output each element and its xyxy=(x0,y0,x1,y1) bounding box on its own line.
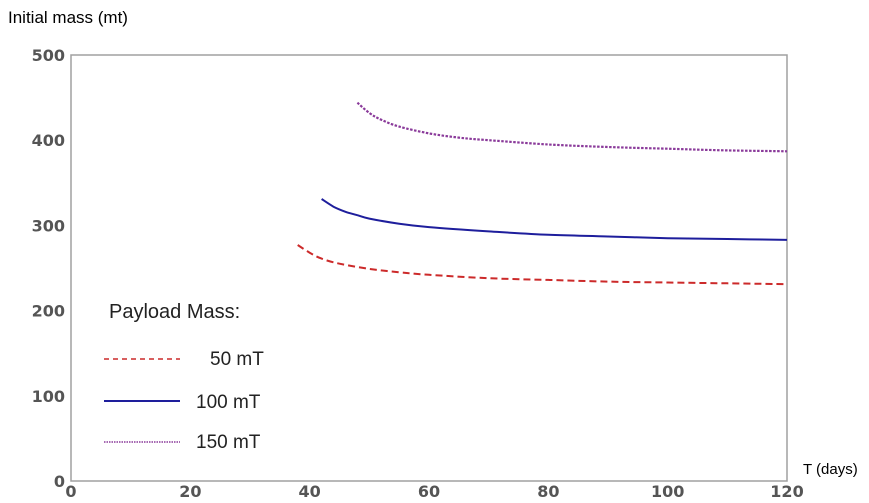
y-tick-label: 300 xyxy=(32,216,65,235)
y-tick-label: 100 xyxy=(32,387,65,406)
x-tick-label: 100 xyxy=(651,482,684,501)
series-line-100-mt xyxy=(321,198,788,241)
y-tick-label: 400 xyxy=(32,131,65,150)
x-tick-label: 120 xyxy=(770,482,803,501)
series-line-50-mt xyxy=(297,244,788,286)
x-tick-label: 0 xyxy=(65,482,76,501)
x-tick-labels: 0 20 40 60 80 100 120 xyxy=(65,482,803,501)
x-tick-label: 80 xyxy=(537,482,559,501)
series-lines xyxy=(297,101,788,286)
x-tick-label: 60 xyxy=(418,482,440,501)
y-tick-labels: 0 100 200 300 400 500 xyxy=(32,46,65,491)
x-tick-label: 20 xyxy=(179,482,201,501)
y-tick-label: 200 xyxy=(32,302,65,321)
legend: Payload Mass: 50 mT 100 mT 150 mT xyxy=(104,301,264,453)
legend-title: Payload Mass: xyxy=(109,301,240,323)
y-axis-label: Initial mass (mt) xyxy=(8,8,128,27)
legend-label-50-mt: 50 mT xyxy=(210,349,264,370)
legend-label-100-mt: 100 mT xyxy=(196,392,261,413)
y-tick-label: 500 xyxy=(32,46,65,65)
x-tick-label: 40 xyxy=(299,482,321,501)
plot-area-frame xyxy=(70,54,788,482)
y-tick-label: 0 xyxy=(54,472,65,491)
series-line-150-mt xyxy=(356,101,788,153)
legend-label-150-mt: 150 mT xyxy=(196,432,261,453)
x-axis-label: T (days) xyxy=(803,461,858,478)
